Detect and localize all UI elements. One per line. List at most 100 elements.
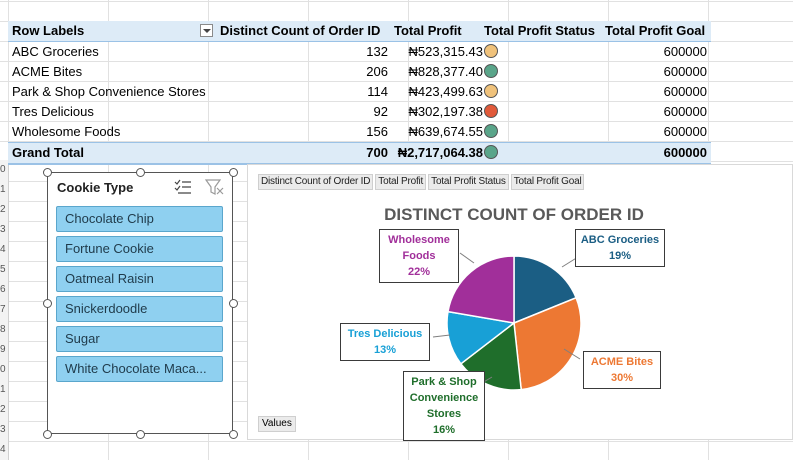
total-profit-status-header: Total Profit Status: [484, 23, 595, 38]
resize-handle[interactable]: [42, 298, 52, 308]
data-label-text: Tres Delicious: [347, 328, 423, 340]
data-label-acme[interactable]: ACME Bites 30%: [583, 351, 661, 389]
chart-field-buttons: Distinct Count of Order ID Total Profit To…: [258, 174, 585, 190]
row-number[interactable]: 2: [0, 404, 6, 415]
data-label-text: 30%: [610, 372, 634, 384]
row-number[interactable]: 9: [0, 344, 6, 355]
data-label-tres[interactable]: Tres Delicious 13%: [340, 323, 430, 361]
slicer-item[interactable]: Fortune Cookie: [56, 236, 223, 262]
total-profit-goal-header: Total Profit Goal: [605, 23, 706, 38]
row-number[interactable]: 4: [0, 244, 6, 255]
pivot-row[interactable]: Wholesome Foods 156 ₦639,674.55 600000: [8, 122, 711, 142]
slicer-item[interactable]: Chocolate Chip: [56, 206, 223, 232]
pivot-row-profit: ₦828,377.40: [408, 64, 483, 79]
pivot-row-profit: ₦639,674.55: [408, 124, 483, 139]
data-label-text: Wholesome: [388, 234, 450, 246]
pie-chart[interactable]: Distinct Count of Order ID Total Profit To…: [247, 164, 793, 441]
slicer-title: Cookie Type: [57, 180, 134, 195]
data-label-park[interactable]: Park & Shop Convenience Stores 16%: [403, 371, 485, 441]
pivot-row-count: 156: [366, 124, 388, 139]
pivot-row-label: ACME Bites: [12, 64, 83, 79]
status-indicator-icon: [484, 64, 498, 78]
resize-handle[interactable]: [228, 167, 238, 177]
multi-select-icon[interactable]: [174, 179, 192, 195]
cookie-type-slicer[interactable]: Cookie Type Chocolate Chip Fortune Cookie…: [47, 172, 233, 434]
pivot-row-count: 206: [366, 64, 388, 79]
pie-slice-abc[interactable]: [513, 255, 578, 325]
pie-slice-acme[interactable]: [513, 296, 582, 391]
pivot-row-goal: 600000: [663, 84, 707, 99]
data-label-text: 22%: [407, 266, 431, 278]
pivot-row[interactable]: Tres Delicious 92 ₦302,197.38 600000: [8, 102, 711, 122]
pivot-row-label: Park & Shop Convenience Stores: [12, 84, 206, 99]
resize-handle[interactable]: [228, 429, 238, 439]
total-profit-header: Total Profit: [394, 23, 462, 38]
pivot-row-label: ABC Groceries: [12, 44, 99, 59]
data-label-text: Park & Shop: [411, 376, 477, 388]
clear-filter-icon[interactable]: [204, 178, 224, 196]
data-label-text: 16%: [432, 424, 456, 436]
pivot-row[interactable]: Park & Shop Convenience Stores 114 ₦423,49…: [8, 82, 711, 102]
pivot-row-status: [483, 102, 603, 122]
data-label-text: Stores: [426, 408, 462, 420]
chart-field-button[interactable]: Distinct Count of Order ID: [258, 174, 374, 190]
grand-total-goal: 600000: [663, 145, 707, 160]
resize-handle[interactable]: [42, 429, 52, 439]
resize-handle[interactable]: [135, 429, 145, 439]
pie-slice-tres[interactable]: [446, 310, 516, 365]
slicer-item[interactable]: Sugar: [56, 326, 223, 352]
chart-field-button[interactable]: Total Profit: [375, 174, 427, 190]
status-indicator-icon: [484, 84, 498, 98]
row-number[interactable]: 2: [0, 204, 6, 215]
distinct-count-header: Distinct Count of Order ID: [220, 23, 381, 38]
row-labels-header: Row Labels: [12, 23, 85, 38]
row-number[interactable]: 1: [0, 384, 6, 395]
values-button[interactable]: Values: [258, 416, 296, 432]
row-number[interactable]: 8: [0, 324, 6, 335]
pivot-row-status: [483, 42, 603, 62]
leader-line: [432, 334, 451, 338]
data-label-whole[interactable]: Wholesome Foods 22%: [379, 229, 459, 283]
data-label-text: 19%: [608, 250, 632, 262]
pivot-row-goal: 600000: [663, 124, 707, 139]
row-number[interactable]: 3: [0, 424, 6, 435]
grand-total-row[interactable]: Grand Total 700 ₦2,717,064.38 600000: [8, 142, 711, 165]
status-indicator-icon: [484, 104, 498, 118]
pivot-row-label: Wholesome Foods: [12, 124, 121, 139]
pivot-row-goal: 600000: [663, 44, 707, 59]
row-number[interactable]: 4: [0, 444, 6, 455]
leader-line: [563, 348, 581, 360]
slicer-item[interactable]: Oatmeal Raisin: [56, 266, 223, 292]
pivot-row-count: 114: [367, 84, 388, 99]
data-label-abc[interactable]: ABC Groceries 19%: [575, 229, 665, 267]
chart-field-button[interactable]: Total Profit Goal: [510, 174, 585, 190]
row-number[interactable]: 0: [0, 164, 6, 175]
pivot-table[interactable]: Row Labels Distinct Count of Order ID To…: [8, 21, 711, 165]
data-label-text: Foods: [402, 250, 436, 262]
slicer-item[interactable]: White Chocolate Maca...: [56, 356, 223, 382]
resize-handle[interactable]: [42, 167, 52, 177]
pivot-row-goal: 600000: [663, 104, 707, 119]
slicer-item[interactable]: Snickerdoodle: [56, 296, 223, 322]
row-header-strip: [0, 160, 9, 460]
grand-total-status: [483, 143, 603, 163]
data-label-text: ACME Bites: [590, 356, 654, 368]
data-label-text: Convenience: [409, 392, 479, 404]
pivot-row-goal: 600000: [663, 64, 707, 79]
pivot-row-count: 92: [373, 104, 388, 119]
row-number[interactable]: 1: [0, 184, 6, 195]
grand-total-count: 700: [366, 145, 388, 160]
row-number[interactable]: 3: [0, 224, 6, 235]
row-labels-filter-button[interactable]: [200, 24, 213, 37]
data-label-text: ABC Groceries: [580, 234, 660, 246]
resize-handle[interactable]: [228, 298, 238, 308]
row-number[interactable]: 7: [0, 304, 6, 315]
row-number[interactable]: 5: [0, 264, 6, 275]
pie-slice-whole[interactable]: [447, 255, 515, 324]
resize-handle[interactable]: [135, 167, 145, 177]
pivot-row[interactable]: ACME Bites 206 ₦828,377.40 600000: [8, 62, 711, 82]
pivot-row[interactable]: ABC Groceries 132 ₦523,315.43 600000: [8, 42, 711, 62]
row-number[interactable]: 6: [0, 284, 6, 295]
row-number[interactable]: 0: [0, 364, 6, 375]
chart-field-button[interactable]: Total Profit Status: [428, 174, 509, 190]
